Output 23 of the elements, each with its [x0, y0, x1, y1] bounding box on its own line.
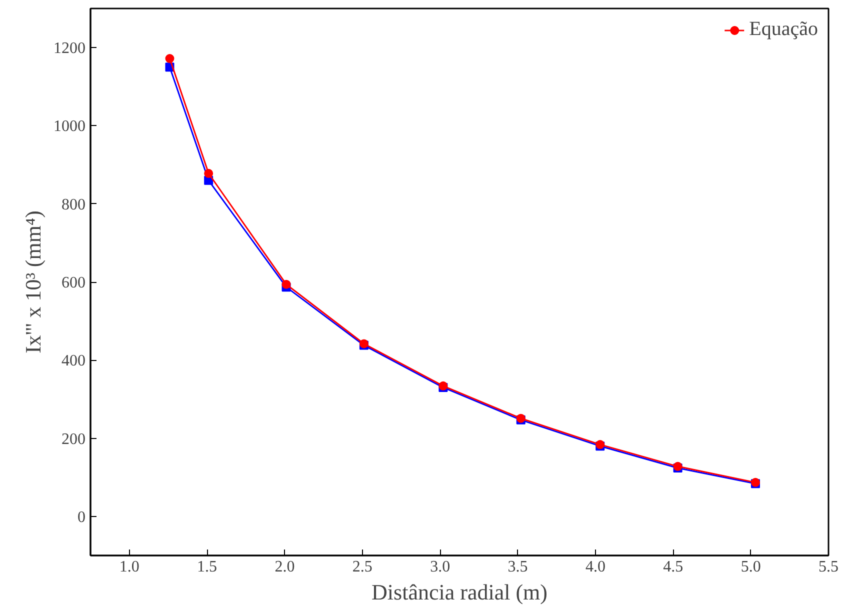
y-tick-label: 800 [62, 196, 86, 214]
y-tick-label: 0 [78, 508, 86, 526]
x-tick-label: 4.0 [585, 558, 606, 576]
x-tick-label: 5.0 [740, 558, 761, 576]
x-axis-title: Distância radial (m) [372, 580, 548, 604]
point [204, 168, 214, 178]
y-axis-title: Ix''' x 10³ (mm⁴) [20, 210, 46, 354]
x-tick-label: 3.5 [508, 558, 528, 576]
y-tick-label: 200 [62, 430, 86, 448]
y-tick-label: 400 [62, 352, 86, 370]
x-tick-label: 1.0 [119, 558, 140, 576]
y-tick-label: 1200 [54, 40, 86, 58]
point [165, 54, 174, 64]
x-tick-label: 4.5 [663, 558, 684, 576]
point [282, 280, 291, 289]
x-tick-label: 1.5 [197, 558, 218, 576]
x-tick-label: 2.5 [352, 558, 372, 576]
y-tick-label: 600 [62, 274, 86, 292]
legend-label: Equação [749, 18, 818, 41]
y-tick-label: 1000 [54, 118, 86, 136]
x-tick-label: 2.0 [274, 558, 295, 576]
x-tick-label: 5.5 [818, 558, 838, 576]
x-tick-label: 3.0 [430, 558, 450, 576]
